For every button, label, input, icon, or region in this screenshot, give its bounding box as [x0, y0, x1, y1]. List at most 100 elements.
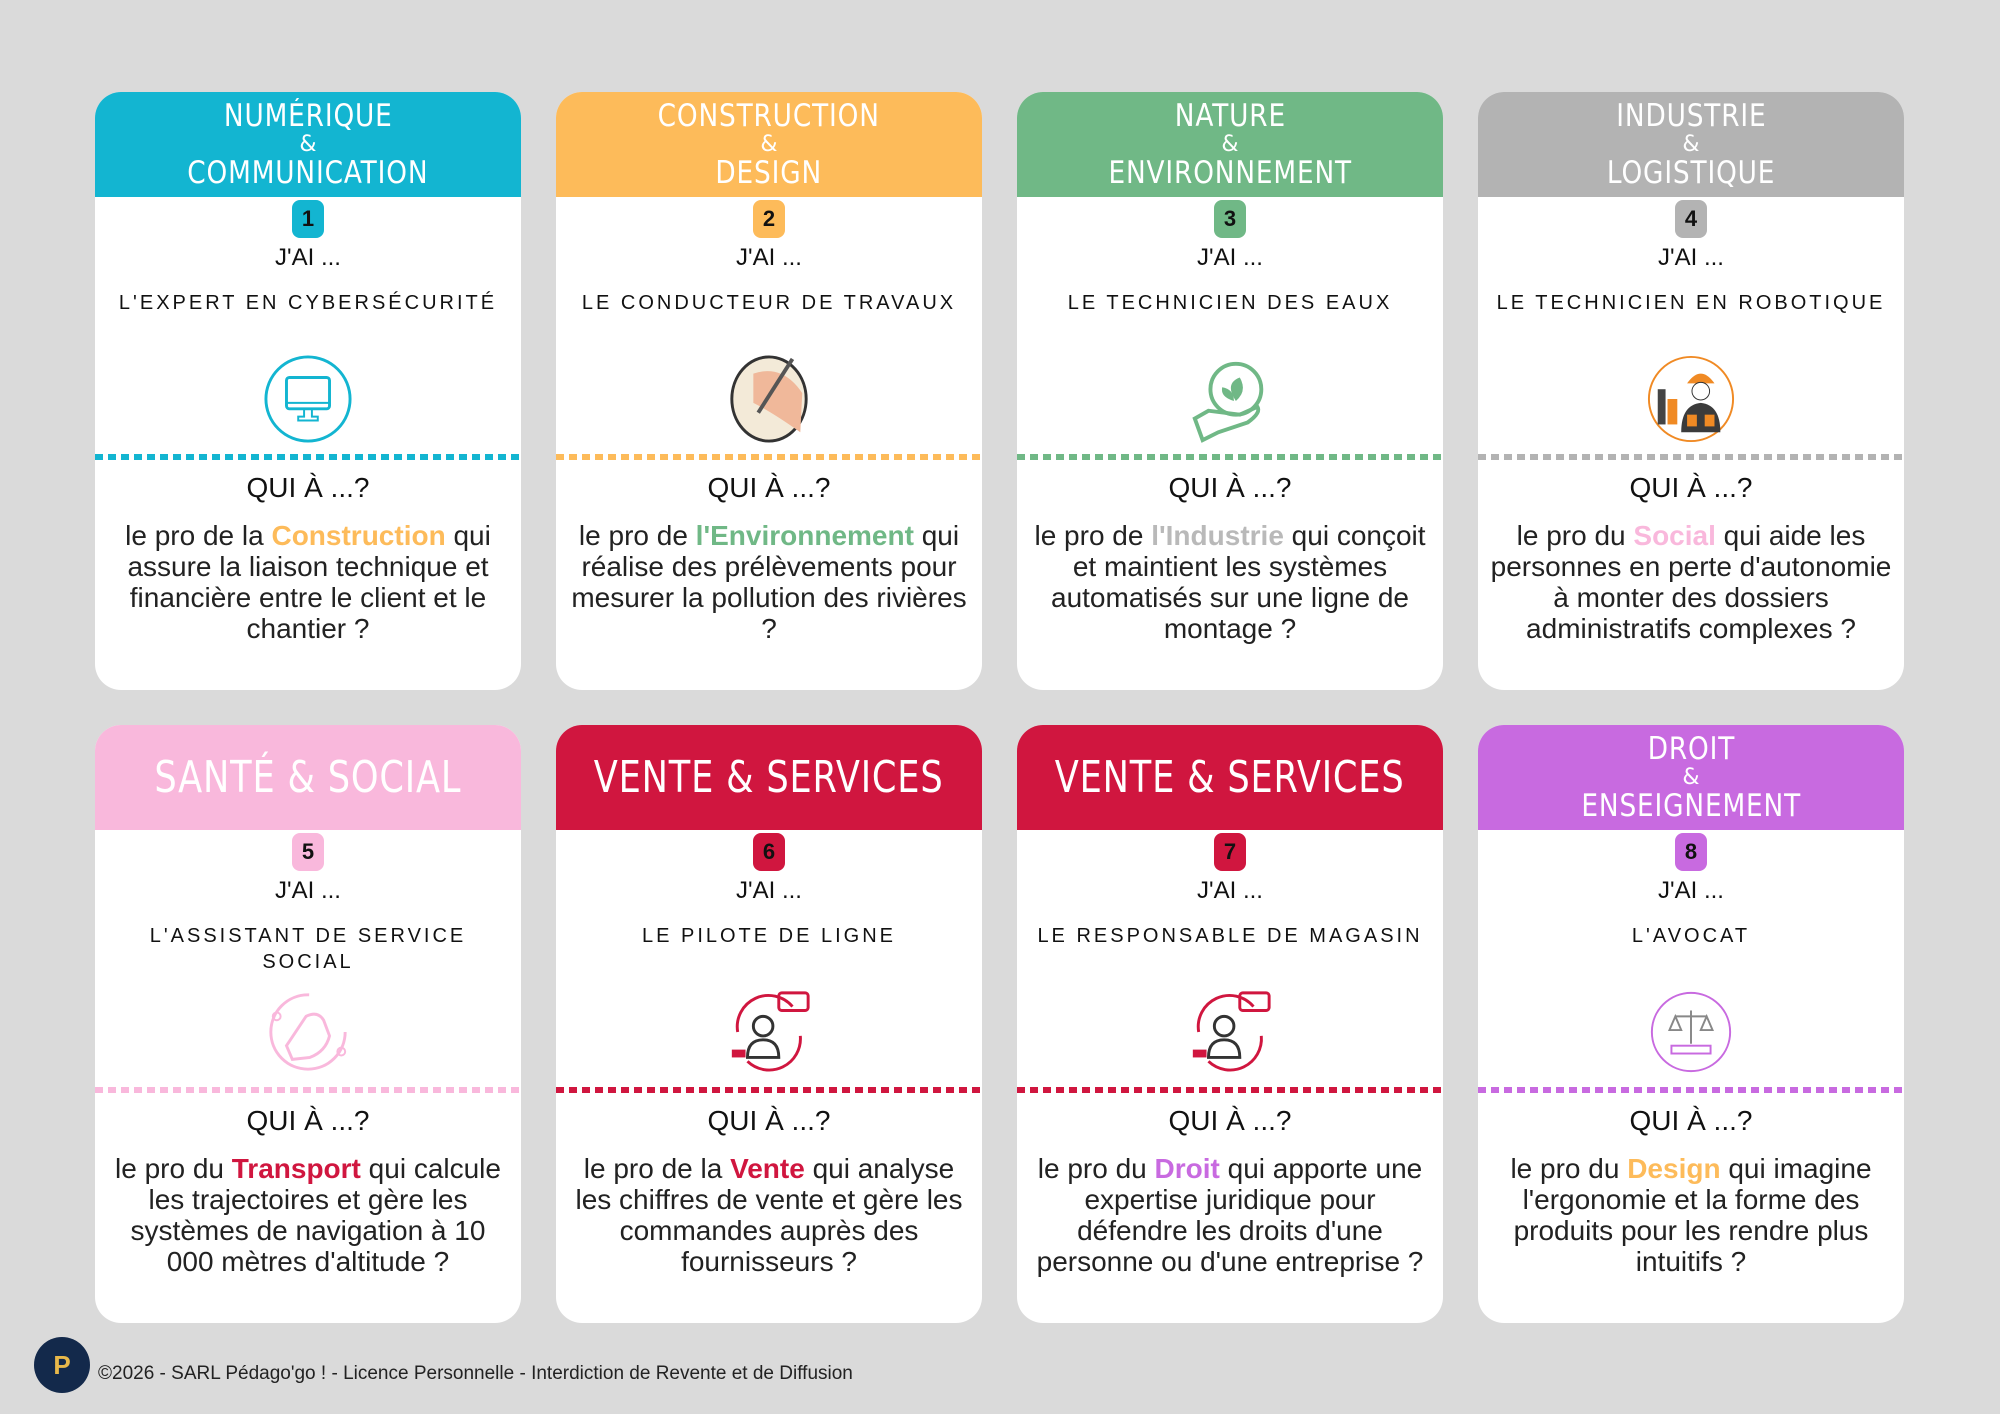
question-text-end: qui réalise des prélèvements pour mesure…	[571, 520, 967, 644]
job-title: Le responsable de magasin	[1037, 925, 1423, 947]
jai-label: J'AI ...	[1658, 244, 1724, 271]
qui-label: QUI À ...?	[246, 1105, 370, 1136]
category-header: VENTE & SERVICES	[556, 725, 982, 830]
pedagogo-logo: P	[34, 1337, 90, 1393]
question-text: le pro du Social qui aide les personnes …	[1488, 520, 1894, 644]
category-title-line: &	[1682, 764, 1700, 790]
computer-icon	[264, 355, 352, 443]
job-title: Le technicien des eaux	[1067, 292, 1393, 314]
question-text-end: qui analyse les chiffres de vente et gèr…	[575, 1153, 963, 1277]
category-title-line: DROIT	[1647, 730, 1735, 767]
leaf-hand-icon	[1192, 361, 1264, 443]
qui-label: QUI À ...?	[707, 472, 831, 503]
card-number-badge: 4	[1675, 200, 1707, 238]
question-text-end: qui aide les personnes en perte d'autono…	[1490, 520, 1892, 644]
question-text-end: qui imagine l'ergonomie et la forme des …	[1513, 1153, 1872, 1277]
card-number-badge: 1	[292, 200, 324, 238]
qui-label: QUI À ...?	[1629, 1105, 1753, 1136]
category-title-line: LOGISTIQUE	[1606, 154, 1776, 191]
question-text-start: le pro du	[1037, 1153, 1155, 1184]
question-text-end: qui calcule les trajectoires et gère les…	[130, 1153, 501, 1277]
category-title-line: INDUSTRIE	[1615, 97, 1767, 134]
card-number-badge: 8	[1675, 833, 1707, 871]
customer-service-icon	[731, 991, 810, 1072]
card-number-badge: 5	[292, 833, 324, 871]
industrial-worker-icon	[1647, 355, 1735, 443]
footer: P ©2026 - SARL Pédago'go ! - Licence Per…	[34, 1337, 853, 1393]
question-text-end: qui assure la liaison technique et finan…	[127, 520, 491, 644]
card-number-badge: 6	[753, 833, 785, 871]
dotted-divider	[1017, 454, 1443, 460]
job-title: L'avocat	[1631, 925, 1751, 947]
dotted-divider	[95, 454, 521, 460]
job-card[interactable]: SANTÉ & SOCIAL 5 J'AI ... L'assistant de…	[95, 725, 521, 1323]
highlighted-sector: l'Environnement	[695, 520, 914, 551]
category-header: VENTE & SERVICES	[1017, 725, 1443, 830]
drawing-hand-icon	[730, 355, 808, 443]
job-card[interactable]: DROIT & ENSEIGNEMENT 8 J'AI ... L'avocat Q…	[1478, 725, 1904, 1323]
category-title-line: &	[1682, 131, 1700, 157]
qui-label: QUI À ...?	[1629, 472, 1753, 503]
qui-label: QUI À ...?	[246, 472, 370, 503]
jai-label: J'AI ...	[736, 877, 802, 904]
dotted-divider	[556, 1087, 982, 1093]
category-title-line: VENTE & SERVICES	[1055, 751, 1405, 803]
question-text-start: le pro du	[1516, 520, 1634, 551]
job-card[interactable]: INDUSTRIE & LOGISTIQUE 4 J'AI ... Le techn…	[1478, 92, 1904, 690]
category-title-line: VENTE & SERVICES	[594, 751, 944, 803]
category-header: SANTÉ & SOCIAL	[95, 725, 521, 830]
category-title-line: COMMUNICATION	[187, 154, 429, 191]
card-number-badge: 7	[1214, 833, 1246, 871]
job-title: Le technicien en robotique	[1496, 292, 1886, 314]
question-text: le pro du Design qui imagine l'ergonomie…	[1488, 1153, 1894, 1277]
job-card[interactable]: NUMÉRIQUE & COMMUNICATION 1 J'AI ... L'exp…	[95, 92, 521, 690]
qui-label: QUI À ...?	[707, 1105, 831, 1136]
job-card[interactable]: VENTE & SERVICES 6 J'AI ... Le pilote de…	[556, 725, 982, 1323]
qui-label: QUI À ...?	[1168, 1105, 1292, 1136]
job-card[interactable]: NATURE & ENVIRONNEMENT 3 J'AI ... Le techn…	[1017, 92, 1443, 690]
jai-label: J'AI ...	[1197, 877, 1263, 904]
dotted-divider	[1478, 1087, 1904, 1093]
question-text-end: qui conçoit et maintient les systèmes au…	[1051, 520, 1426, 644]
category-header: DROIT & ENSEIGNEMENT	[1478, 725, 1904, 830]
question-text-start: le pro du	[115, 1153, 232, 1184]
category-header: NATURE & ENVIRONNEMENT	[1017, 92, 1443, 197]
dotted-divider	[95, 1087, 521, 1093]
category-title-line: &	[760, 131, 778, 157]
category-title-line: NATURE	[1174, 97, 1286, 134]
job-title: L'assistant de service social	[149, 925, 467, 973]
question-text-start: le pro de la	[125, 520, 272, 551]
question-text: le pro de la Vente qui analyse les chiff…	[566, 1153, 972, 1277]
highlighted-sector: l'Industrie	[1151, 520, 1284, 551]
question-text-start: le pro du	[1510, 1153, 1628, 1184]
category-header: NUMÉRIQUE & COMMUNICATION	[95, 92, 521, 197]
category-title-line: CONSTRUCTION	[657, 97, 881, 134]
card-number-badge: 3	[1214, 200, 1246, 238]
highlighted-sector: Droit	[1154, 1153, 1220, 1184]
highlighted-sector: Design	[1627, 1153, 1721, 1184]
helping-hand-icon	[269, 993, 347, 1071]
category-header: INDUSTRIE & LOGISTIQUE	[1478, 92, 1904, 197]
question-text-start: le pro de la	[583, 1153, 731, 1184]
category-title-line: ENSEIGNEMENT	[1581, 787, 1801, 824]
job-card[interactable]: VENTE & SERVICES 7 J'AI ... Le responsab…	[1017, 725, 1443, 1323]
job-title: L'expert en cybersécurité	[118, 292, 498, 314]
jai-label: J'AI ...	[736, 244, 802, 271]
question-text: le pro de la Construction qui assure la …	[105, 520, 511, 644]
scales-of-justice-icon	[1650, 991, 1732, 1073]
question-text: le pro de l'Environnement qui réalise de…	[566, 520, 972, 644]
category-header: CONSTRUCTION & DESIGN	[556, 92, 982, 197]
dotted-divider	[1017, 1087, 1443, 1093]
question-text: le pro du Transport qui calcule les traj…	[105, 1153, 511, 1277]
highlighted-sector: Social	[1633, 520, 1716, 551]
category-title-line: DESIGN	[715, 154, 823, 191]
job-title: Le conducteur de travaux	[581, 292, 957, 314]
question-text: le pro du Droit qui apporte une expertis…	[1027, 1153, 1433, 1277]
customer-service-icon	[1192, 991, 1271, 1072]
question-text-start: le pro de	[1034, 520, 1152, 551]
jai-label: J'AI ...	[275, 244, 341, 271]
qui-label: QUI À ...?	[1168, 472, 1292, 503]
job-card[interactable]: CONSTRUCTION & DESIGN 2 J'AI ... Le conduc…	[556, 92, 982, 690]
category-title-line: ENVIRONNEMENT	[1108, 154, 1352, 191]
card-number-badge: 2	[753, 200, 785, 238]
